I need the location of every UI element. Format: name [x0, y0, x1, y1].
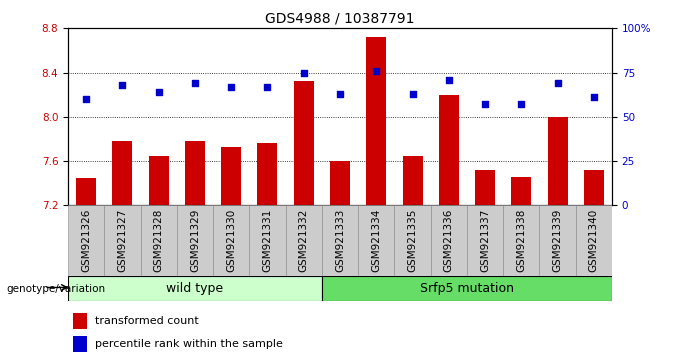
Text: GSM921326: GSM921326	[81, 209, 91, 272]
Bar	[141, 205, 177, 276]
Bar	[258, 143, 277, 205]
Bar	[430, 205, 467, 276]
Point	[371, 68, 381, 74]
Bar	[68, 276, 322, 301]
Bar	[73, 336, 87, 352]
Bar	[403, 155, 422, 205]
Bar	[394, 205, 430, 276]
Bar	[250, 205, 286, 276]
Point	[552, 80, 563, 86]
Title: GDS4988 / 10387791: GDS4988 / 10387791	[265, 12, 415, 26]
Bar	[294, 81, 313, 205]
Bar	[584, 170, 604, 205]
Text: GSM921335: GSM921335	[407, 209, 418, 272]
Bar	[475, 170, 495, 205]
Bar	[185, 141, 205, 205]
Text: wild type: wild type	[167, 282, 224, 295]
Point	[588, 95, 599, 100]
Point	[153, 89, 164, 95]
Text: GSM921327: GSM921327	[118, 209, 127, 272]
Text: percentile rank within the sample: percentile rank within the sample	[95, 339, 283, 349]
Bar	[177, 205, 213, 276]
Bar	[576, 205, 612, 276]
Bar	[213, 205, 250, 276]
Bar	[358, 205, 394, 276]
Bar	[503, 205, 539, 276]
Bar	[104, 205, 141, 276]
Bar	[73, 313, 87, 329]
Bar	[511, 177, 531, 205]
Bar	[286, 205, 322, 276]
Text: GSM921331: GSM921331	[262, 209, 273, 272]
Text: Srfp5 mutation: Srfp5 mutation	[420, 282, 514, 295]
Bar	[322, 276, 612, 301]
Point	[262, 84, 273, 90]
Bar	[439, 95, 459, 205]
Bar	[112, 141, 133, 205]
Bar	[149, 155, 169, 205]
Bar	[330, 161, 350, 205]
Point	[117, 82, 128, 88]
Bar	[539, 205, 576, 276]
Point	[479, 102, 490, 107]
Text: GSM921337: GSM921337	[480, 209, 490, 272]
Point	[335, 91, 345, 97]
Point	[81, 96, 92, 102]
Text: GSM921340: GSM921340	[589, 209, 599, 272]
Text: GSM921333: GSM921333	[335, 209, 345, 272]
Bar	[322, 205, 358, 276]
Text: GSM921338: GSM921338	[516, 209, 526, 272]
Text: genotype/variation: genotype/variation	[7, 284, 106, 293]
Bar	[547, 117, 568, 205]
Point	[226, 84, 237, 90]
Text: GSM921329: GSM921329	[190, 209, 200, 272]
Text: transformed count: transformed count	[95, 316, 199, 326]
Point	[443, 77, 454, 82]
Bar	[467, 205, 503, 276]
Text: GSM921330: GSM921330	[226, 209, 236, 272]
Bar	[68, 205, 104, 276]
Bar	[367, 37, 386, 205]
Bar	[76, 178, 96, 205]
Text: GSM921332: GSM921332	[299, 209, 309, 272]
Point	[299, 70, 309, 75]
Point	[407, 91, 418, 97]
Point	[190, 80, 201, 86]
Text: GSM921334: GSM921334	[371, 209, 381, 272]
Bar	[221, 147, 241, 205]
Text: GSM921339: GSM921339	[553, 209, 562, 272]
Text: GSM921336: GSM921336	[444, 209, 454, 272]
Point	[516, 102, 527, 107]
Text: GSM921328: GSM921328	[154, 209, 164, 272]
